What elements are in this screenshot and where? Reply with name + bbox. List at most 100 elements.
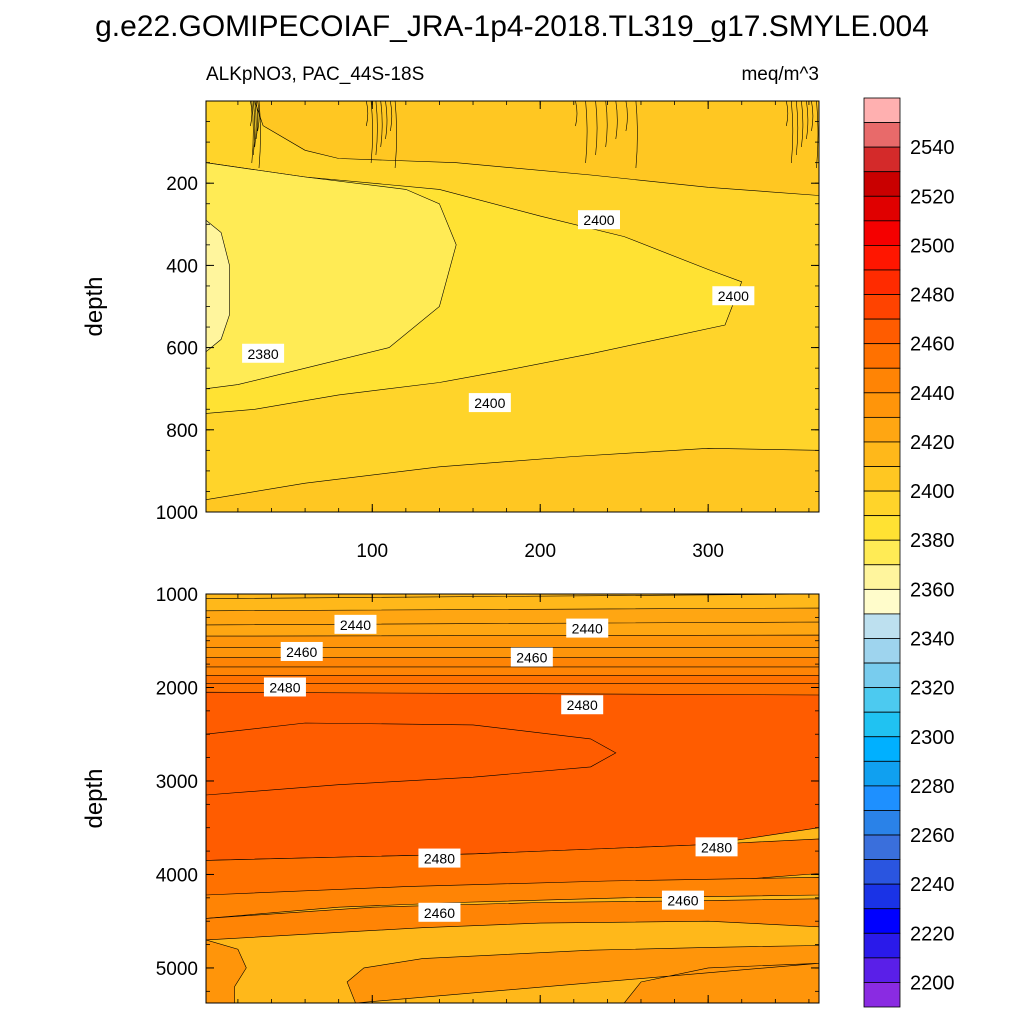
contour-label: 2460 [661,890,704,910]
colorbar-swatch [863,466,901,492]
contour-label-text: 2460 [286,644,317,660]
colorbar-swatch [863,932,901,959]
colorbar-label: 2200 [910,972,955,994]
colorbar-swatch [863,957,901,983]
contour-region [206,162,457,390]
contour-label: 2380 [242,343,285,363]
contour-label: 2480 [418,848,461,868]
y-tick-label: 4000 [156,865,198,886]
colorbar-swatch [863,687,901,713]
colorbar-swatch [863,416,901,443]
colorbar-swatch [863,245,901,271]
bottom-panel: 1000 2000 3000 4000 5000 depth 2440 2440 2460 246… [81,585,820,1004]
colorbar-swatch [863,269,901,295]
colorbar-label: 2340 [910,628,955,650]
contour-line [366,101,397,169]
colorbar-label: 2500 [910,235,955,257]
contour-label: 2400 [468,393,511,413]
top-panel: 200 400 600 800 1000 100 200 300 depth 2400 2400 23… [81,100,820,562]
colorbar-swatch [863,367,901,394]
x-tick-label: 100 [356,541,388,562]
colorbar-swatch [863,146,901,173]
colorbar-label: 2220 [910,923,955,945]
y-tick-label: 800 [166,421,198,442]
y-tick-label: 5000 [156,959,198,980]
contour-label-text: 2480 [567,697,598,713]
colorbar-swatch [863,441,901,467]
colorbar-swatch [863,122,901,148]
colorbar-label: 2540 [910,137,955,159]
y-axis-label: depth [81,768,108,828]
contour-label: 2440 [334,614,377,634]
colorbar-label: 2320 [910,678,955,700]
colorbar-label: 2400 [910,481,955,503]
y-tick-label: 3000 [156,772,198,793]
colorbar-label: 2380 [910,530,955,552]
x-tick-label: 300 [692,541,724,562]
plot-frame [205,593,820,1004]
contour-label: 2480 [695,837,738,857]
colorbar-swatch [863,982,901,1008]
chart-title: g.e22.GOMIPECOIAF_JRA-1p4-2018.TL319_g17… [95,10,929,43]
colorbar-swatch [863,613,901,639]
colorbar-label: 2520 [910,186,955,208]
contour-label-text: 2440 [572,621,603,637]
contour-label-text: 2460 [516,650,547,666]
colorbar-label: 2460 [910,334,955,356]
colorbar-swatch [863,97,901,123]
contour-label-text: 2480 [424,851,455,867]
colorbar-label: 2240 [910,874,955,896]
colorbar-label: 2440 [910,383,955,405]
colorbar-swatch [863,638,901,664]
colorbar-swatch [863,392,901,418]
colorbar-swatch [863,539,901,566]
colorbar-swatch [863,588,901,615]
contour-label-text: 2400 [583,212,614,228]
y-axis-label: depth [81,276,108,336]
colorbar-swatch [863,883,901,910]
contour-label: 2480 [561,695,604,715]
colorbar-swatch [863,662,901,689]
colorbar-swatch [863,908,901,934]
colorbar-swatch [863,294,901,320]
colorbar-swatch [863,490,901,517]
contour-label: 2480 [263,677,306,697]
contour-region [206,219,230,353]
x-tick-label: 200 [524,541,556,562]
contour-label-text: 2460 [667,893,698,909]
contour-line [575,101,638,169]
colorbar-swatch [863,859,901,885]
colorbar-swatch [863,171,901,197]
contour-line [250,101,261,169]
colorbar-swatch [863,760,901,787]
colorbar-swatch [863,515,901,541]
contour-label: 2400 [577,210,620,230]
y-tick-label: 400 [166,256,198,277]
contour-region [206,876,819,919]
colorbar-swatch [863,318,901,345]
contour-label-text: 2480 [269,679,300,695]
colorbar: 2540 2520 2500 2480 2460 2440 2420 2400 2380 2360… [863,97,955,1008]
contour-label: 2460 [418,902,461,922]
contour-label: 2400 [712,286,755,306]
colorbar-label: 2280 [910,776,955,798]
contour-label-text: 2400 [474,395,505,411]
y-tick-label: 600 [166,339,198,360]
top-panel-subtitle-left: ALKpNO3, PAC_44S-18S [206,64,424,85]
colorbar-swatch [863,343,901,369]
contour-label-text: 2400 [718,288,749,304]
contour-label: 2440 [566,618,609,638]
contour-label-text: 2460 [424,905,455,921]
colorbar-swatch [863,195,901,222]
contour-region [346,945,819,1003]
contour-region [206,722,617,796]
contour-label-text: 2380 [248,346,279,362]
y-tick-label: 1000 [156,503,198,524]
colorbar-label: 2420 [910,432,955,454]
colorbar-swatch [863,810,901,836]
colorbar-swatch [863,220,901,246]
contour-label: 2460 [510,647,553,667]
contour-line [786,101,819,169]
colorbar-label: 2480 [910,285,955,307]
